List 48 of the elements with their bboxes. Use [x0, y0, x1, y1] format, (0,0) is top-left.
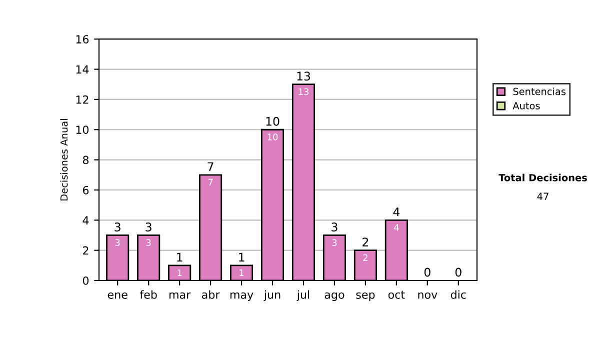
total-label: 2 — [362, 238, 368, 246]
data-label: 4 — [394, 224, 399, 231]
total-label: 13 — [297, 72, 310, 81]
total-label: 0 — [455, 268, 462, 277]
total-label: 7 — [208, 162, 214, 171]
y-tick-label: 12 — [76, 95, 88, 104]
y-tick-label: 10 — [76, 126, 89, 134]
legend-label: Autos — [512, 102, 540, 110]
x-tick-label: may — [230, 292, 254, 301]
total-label: 3 — [114, 222, 120, 232]
y-tick-label: 6 — [82, 186, 89, 194]
x-tick-label: mar — [169, 292, 191, 299]
total-label: 1 — [177, 252, 182, 262]
text: Total Decisiones — [498, 174, 587, 182]
total-label: 3 — [332, 222, 338, 232]
legend-label: Sentencias — [513, 88, 566, 96]
total-label: 10 — [266, 116, 280, 126]
total-label: 4 — [393, 208, 400, 216]
y-tick-label: 4 — [82, 216, 89, 224]
y-tick-label: 16 — [76, 35, 89, 44]
x-tick-label: abr — [202, 290, 220, 299]
text: 47 — [537, 192, 548, 200]
data-label: 1 — [178, 269, 182, 276]
x-tick-label: dic — [450, 290, 466, 299]
x-tick-label: ene — [108, 292, 128, 299]
x-tick-label: jul — [296, 290, 310, 301]
data-label: 3 — [332, 239, 337, 246]
y-tick-label: 0 — [82, 276, 89, 285]
x-tick-label: ago — [324, 292, 344, 301]
y-axis-title: Decisiones Anual — [60, 119, 68, 200]
total-label: 3 — [146, 222, 152, 232]
data-label: 10 — [268, 134, 278, 140]
x-tick-label: sep — [356, 292, 375, 301]
data-label: 3 — [115, 239, 120, 246]
data-label: 2 — [363, 254, 368, 261]
x-tick-label: oct — [388, 290, 405, 299]
y-tick-label: 8 — [82, 156, 89, 164]
total-label: 1 — [239, 252, 244, 262]
x-tick-label: jun — [264, 290, 280, 301]
data-label: 3 — [146, 239, 151, 246]
x-tick-label: nov — [418, 292, 438, 299]
x-tick-label: feb — [140, 290, 157, 299]
y-tick-label: 14 — [76, 65, 89, 74]
y-tick-label: 2 — [83, 246, 88, 255]
data-label: 13 — [298, 88, 309, 96]
total-label: 0 — [424, 268, 430, 277]
data-label: 1 — [240, 269, 244, 276]
data-label: 7 — [208, 178, 213, 186]
